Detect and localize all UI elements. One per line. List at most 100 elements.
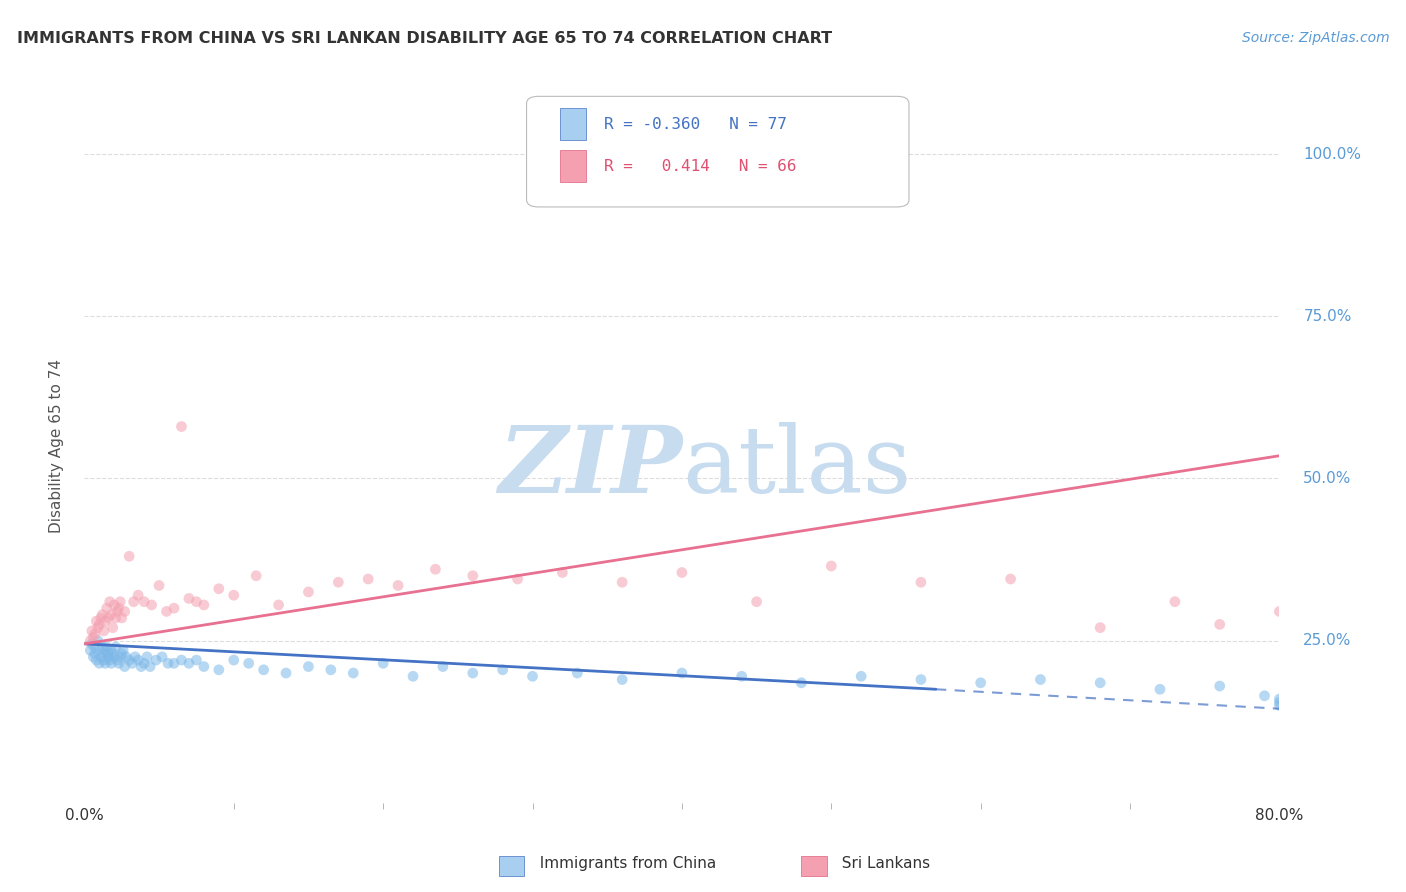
Point xyxy=(163,601,186,615)
Point xyxy=(319,663,342,677)
Text: R = -0.360   N = 77: R = -0.360 N = 77 xyxy=(605,117,787,131)
Text: Source: ZipAtlas.com: Source: ZipAtlas.com xyxy=(1241,31,1389,45)
Point xyxy=(93,647,115,661)
Point xyxy=(89,657,111,671)
Point xyxy=(163,657,186,671)
Point xyxy=(1403,568,1406,582)
Point xyxy=(148,578,170,592)
Point xyxy=(93,624,115,638)
Point xyxy=(80,624,103,638)
Point xyxy=(297,659,319,673)
Y-axis label: Disability Age 65 to 74: Disability Age 65 to 74 xyxy=(49,359,63,533)
Point xyxy=(83,640,105,654)
Point xyxy=(1268,604,1291,618)
Point xyxy=(1358,575,1381,590)
Point xyxy=(103,598,125,612)
Text: R =   0.414   N = 66: R = 0.414 N = 66 xyxy=(605,159,797,174)
Point xyxy=(127,653,149,667)
Point xyxy=(132,595,156,609)
Point xyxy=(94,643,117,657)
Text: Immigrants from China: Immigrants from China xyxy=(530,856,716,871)
Point xyxy=(849,669,872,683)
Point xyxy=(96,601,118,615)
Point xyxy=(177,657,200,671)
Point xyxy=(371,657,394,671)
Point xyxy=(157,657,180,671)
Point xyxy=(132,657,156,671)
Point xyxy=(1000,572,1022,586)
Point xyxy=(118,653,141,667)
Point xyxy=(96,640,118,654)
Point xyxy=(94,657,117,671)
Point xyxy=(139,659,162,673)
Point xyxy=(127,588,149,602)
Point xyxy=(136,649,159,664)
Point xyxy=(104,640,127,654)
Point xyxy=(1388,585,1406,599)
Point xyxy=(118,549,141,564)
Point xyxy=(97,649,120,664)
Point xyxy=(731,669,754,683)
Point xyxy=(83,647,105,661)
Point xyxy=(193,659,215,673)
FancyBboxPatch shape xyxy=(526,96,908,207)
Point xyxy=(89,643,111,657)
Point xyxy=(115,649,138,664)
Point xyxy=(186,595,208,609)
Text: 75.0%: 75.0% xyxy=(1303,309,1351,324)
Point xyxy=(492,663,515,677)
FancyBboxPatch shape xyxy=(560,151,586,183)
Point xyxy=(522,669,544,683)
Point xyxy=(110,649,132,664)
Point xyxy=(94,614,117,628)
Point xyxy=(222,588,245,602)
Point xyxy=(1208,679,1232,693)
Point xyxy=(1268,698,1291,713)
Point xyxy=(111,611,134,625)
Point xyxy=(82,649,104,664)
Text: 25.0%: 25.0% xyxy=(1303,633,1351,648)
Point xyxy=(107,601,129,615)
Point xyxy=(208,582,231,596)
Point xyxy=(238,657,260,671)
Point xyxy=(432,659,454,673)
Point xyxy=(111,647,134,661)
Point xyxy=(222,653,245,667)
Point xyxy=(170,419,193,434)
Text: Sri Lankans: Sri Lankans xyxy=(832,856,931,871)
Point xyxy=(80,637,103,651)
Point xyxy=(103,649,125,664)
Point xyxy=(1029,673,1052,687)
Point xyxy=(790,675,813,690)
Point xyxy=(104,611,127,625)
Point xyxy=(177,591,200,606)
Point xyxy=(274,666,297,681)
Point xyxy=(97,611,120,625)
Text: ZIP: ZIP xyxy=(498,423,682,512)
Point xyxy=(86,614,108,628)
Point xyxy=(1088,675,1111,690)
Point xyxy=(101,621,124,635)
Point xyxy=(101,647,124,661)
Point xyxy=(671,666,693,681)
Point xyxy=(91,607,114,622)
Point xyxy=(910,673,932,687)
Point xyxy=(610,575,633,590)
Point xyxy=(551,566,574,580)
Point xyxy=(506,572,529,586)
Point xyxy=(121,657,143,671)
Point xyxy=(145,653,167,667)
FancyBboxPatch shape xyxy=(560,108,586,140)
Point xyxy=(1208,617,1232,632)
Point xyxy=(98,595,121,609)
Text: 100.0%: 100.0% xyxy=(1303,146,1361,161)
Point xyxy=(114,604,136,618)
Point xyxy=(122,595,145,609)
Point xyxy=(970,675,993,690)
Point xyxy=(89,617,111,632)
Point xyxy=(342,666,364,681)
Text: 50.0%: 50.0% xyxy=(1303,471,1351,486)
Point xyxy=(1313,566,1336,580)
Point xyxy=(402,669,425,683)
Point xyxy=(567,666,589,681)
